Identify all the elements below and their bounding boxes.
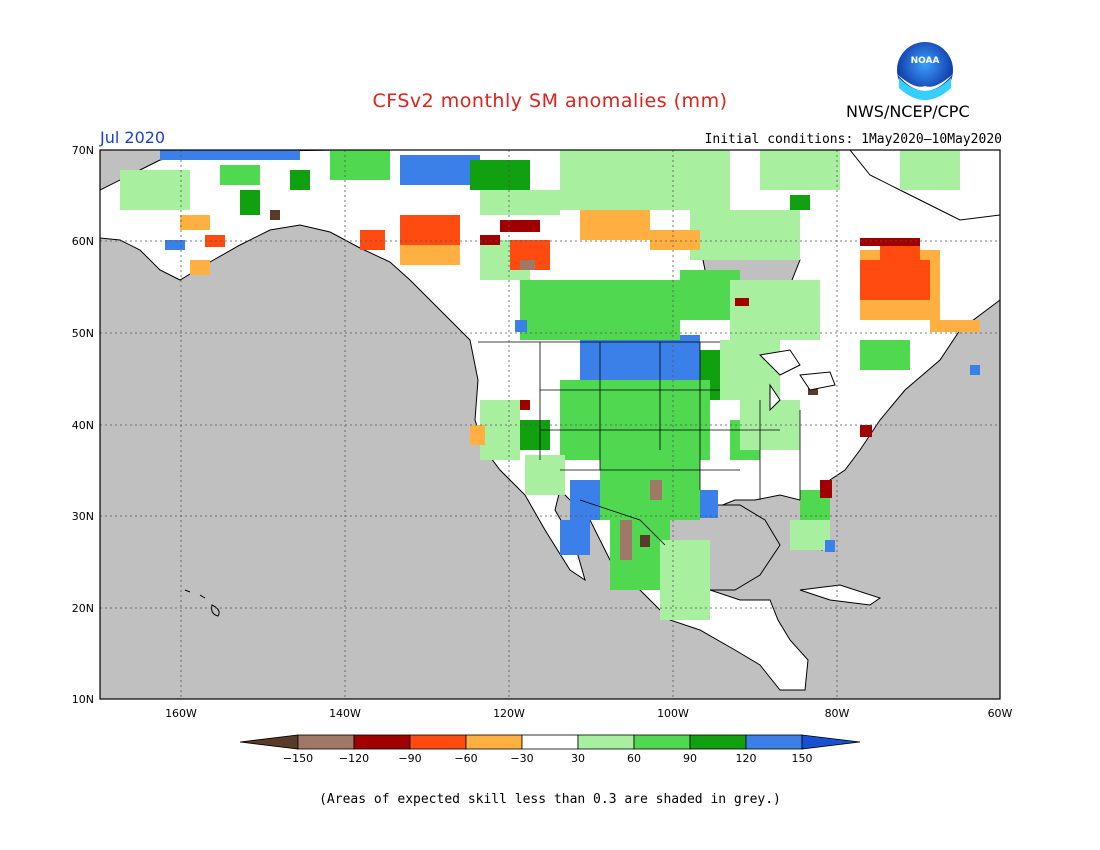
- colorbar-tick-label: 30: [571, 752, 585, 765]
- lat-tick-30n: 30N: [72, 510, 94, 523]
- lat-tick-40n: 40N: [72, 419, 94, 432]
- noaa-logo: NOAA: [897, 42, 953, 100]
- colorbar-tick-label: −30: [510, 752, 533, 765]
- lat-tick-10n: 10N: [72, 693, 94, 706]
- lon-tick-120w: 120W: [493, 707, 525, 720]
- anomaly-cells: [120, 150, 980, 620]
- lon-tick-80w: 80W: [825, 707, 850, 720]
- colorbar-swatch: [353, 734, 411, 750]
- logo-wave-icon: [897, 74, 953, 91]
- colorbar-swatch: [521, 734, 579, 750]
- agency-label: NWS/NCEP/CPC: [846, 102, 970, 121]
- lon-tick-160w: 160W: [165, 707, 197, 720]
- colorbar-tick-label: −150: [283, 752, 313, 765]
- lat-ticks: 70N 60N 50N 40N 30N 20N 10N: [72, 144, 94, 706]
- logo-water-icon: [899, 78, 951, 100]
- chart-title: CFSv2 monthly SM anomalies (mm): [372, 90, 728, 112]
- colorbar-swatch: [745, 734, 803, 750]
- logo-text: NOAA: [911, 56, 940, 66]
- forecast-period: Jul 2020: [100, 128, 166, 147]
- map-content: [100, 150, 1000, 691]
- colorbar-arrow-right: [801, 734, 861, 750]
- lon-tick-60w: 60W: [988, 707, 1013, 720]
- lat-tick-60n: 60N: [72, 235, 94, 248]
- colorbar-swatch: [409, 734, 467, 750]
- great-lakes: [758, 349, 836, 412]
- colorbar-swatch: [577, 734, 635, 750]
- colorbar-swatch: [297, 734, 355, 750]
- map-frame: [99, 149, 1001, 700]
- graticule: [100, 150, 1000, 699]
- lat-tick-70n: 70N: [72, 144, 94, 157]
- colorbar-swatch: [465, 734, 523, 750]
- colorbar-tick-label: 120: [736, 752, 757, 765]
- colorbar-swatch: [689, 734, 747, 750]
- colorbar-swatch: [633, 734, 691, 750]
- lat-tick-50n: 50N: [72, 327, 94, 340]
- initial-conditions: Initial conditions: 1May2020—10May2020: [704, 132, 1002, 147]
- colorbar-tick-label: −60: [454, 752, 477, 765]
- footnote: (Areas of expected skill less than 0.3 a…: [319, 792, 781, 807]
- colorbar-arrow-left: [239, 734, 299, 750]
- lon-tick-100w: 100W: [657, 707, 689, 720]
- logo-circle-icon: [897, 42, 953, 98]
- colorbar-tick-label: 90: [683, 752, 697, 765]
- lat-tick-20n: 20N: [72, 602, 94, 615]
- colorbar-tick-label: 150: [792, 752, 813, 765]
- cuba: [799, 584, 882, 606]
- political-borders: [478, 341, 801, 546]
- lon-ticks: 160W 140W 120W 100W 80W 60W: [165, 707, 1012, 720]
- colorbar: −150 −120 −90 −60 −30 30 60 90 120 150: [239, 734, 861, 765]
- colorbar-tick-label: 60: [627, 752, 641, 765]
- colorbar-tick-label: −90: [398, 752, 421, 765]
- colorbar-tick-label: −120: [339, 752, 369, 765]
- lon-tick-140w: 140W: [329, 707, 361, 720]
